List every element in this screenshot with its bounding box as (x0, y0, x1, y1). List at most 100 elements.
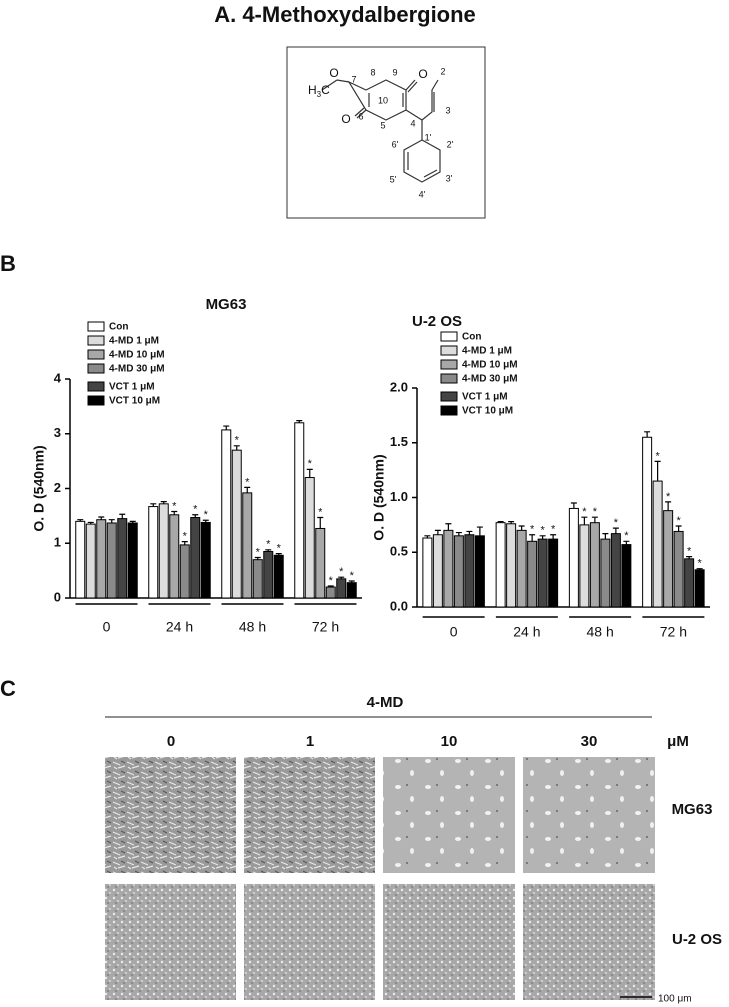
significance-mark: * (235, 435, 240, 447)
structure-bonds (321, 79, 441, 183)
atom-label: 8 (370, 67, 375, 77)
chart-title: U-2 OS (412, 313, 462, 330)
legend-label: VCT 10 μM (462, 406, 513, 417)
error-bar (119, 513, 126, 519)
micrograph (523, 757, 655, 873)
micrograph (105, 757, 236, 873)
methyl-label: H3C (308, 83, 330, 99)
atom-label: 2 (440, 66, 445, 76)
atom-label: 10 (378, 95, 388, 105)
significance-mark: * (172, 500, 177, 512)
error-bar (550, 534, 557, 540)
error-bar (233, 445, 240, 451)
x-tick-label: 24 h (513, 624, 540, 640)
significance-mark: * (582, 506, 587, 518)
bar (325, 586, 336, 599)
significance-mark: * (339, 566, 344, 578)
y-axis-label: O. D (540nm) (31, 445, 47, 531)
error-bar (160, 501, 167, 504)
legend-label: VCT 1 μM (462, 392, 508, 403)
y-tick-label: 2 (54, 480, 61, 495)
micrograph (383, 757, 515, 873)
significance-mark: * (350, 570, 355, 582)
bar (516, 529, 527, 608)
bar (242, 492, 253, 599)
bar (252, 559, 263, 599)
legend-label: Con (462, 332, 481, 343)
bar (200, 521, 211, 599)
micrograph (105, 884, 236, 1000)
error-bar (686, 556, 693, 559)
x-tick-label: 0 (103, 619, 111, 635)
atom-label: 2' (447, 139, 454, 149)
scale-label: 100 μm (658, 994, 692, 1005)
micrograph (383, 884, 515, 1000)
y-tick-label: 0.5 (390, 544, 408, 559)
legend-swatch (87, 395, 105, 406)
error-bar (223, 425, 230, 430)
error-bar (455, 531, 462, 536)
significance-mark: * (329, 575, 334, 587)
panel-label: C (0, 676, 16, 701)
bar (600, 538, 611, 608)
y-tick-label: 4 (54, 370, 62, 385)
error-bar (497, 520, 504, 523)
error-bar (171, 510, 178, 515)
dose-label: 1 (306, 733, 314, 750)
error-bar (327, 585, 334, 588)
significance-mark: * (593, 506, 598, 518)
bar (75, 520, 86, 599)
bar (443, 529, 454, 608)
significance-mark: * (666, 491, 671, 503)
error-bar (244, 486, 251, 493)
bar (495, 522, 506, 608)
legend-label: Con (109, 322, 128, 333)
legend-label: 4-MD 10 μM (109, 350, 165, 361)
error-bar (654, 460, 661, 482)
bar (527, 540, 538, 608)
error-bar (317, 516, 324, 529)
legend-label: VCT 1 μM (109, 382, 155, 393)
bar (231, 449, 242, 599)
bar (548, 538, 559, 608)
significance-mark: * (540, 525, 545, 537)
micrograph (523, 884, 655, 1000)
bar (85, 523, 96, 599)
bar (474, 535, 485, 608)
legend-swatch (440, 359, 458, 370)
error-bar (529, 534, 536, 542)
legend-swatch (440, 373, 458, 384)
treatment-label: 4-MD (367, 694, 404, 711)
error-bar (150, 503, 157, 507)
atom-label: O (418, 67, 427, 81)
micrograph (244, 884, 375, 1000)
bar (464, 534, 475, 608)
significance-mark: * (655, 450, 660, 462)
legend-label: 4-MD 1 μM (109, 336, 159, 347)
error-bar (675, 525, 682, 532)
error-bar (434, 529, 441, 535)
atom-label: O (341, 112, 350, 126)
error-bar (570, 502, 577, 509)
atom-label: 3 (445, 105, 450, 115)
legend-swatch (440, 345, 458, 356)
error-bar (275, 553, 282, 556)
atom-label: 6' (392, 139, 399, 149)
error-bar (612, 527, 619, 534)
bar (579, 524, 590, 608)
row-label: U-2 OS (672, 931, 722, 948)
legend-label: VCT 10 μM (109, 396, 160, 407)
error-bar (87, 521, 94, 525)
bar (169, 514, 180, 599)
error-bar (296, 420, 303, 423)
atom-label: 1' (425, 132, 432, 142)
bar (589, 522, 600, 608)
error-bar (192, 514, 199, 518)
bar (294, 422, 305, 599)
x-tick-label: 72 h (312, 619, 339, 635)
y-tick-label: 1.0 (390, 489, 408, 504)
significance-mark: * (266, 539, 271, 551)
atom-label: 6 (358, 111, 363, 121)
error-bar (518, 525, 525, 531)
